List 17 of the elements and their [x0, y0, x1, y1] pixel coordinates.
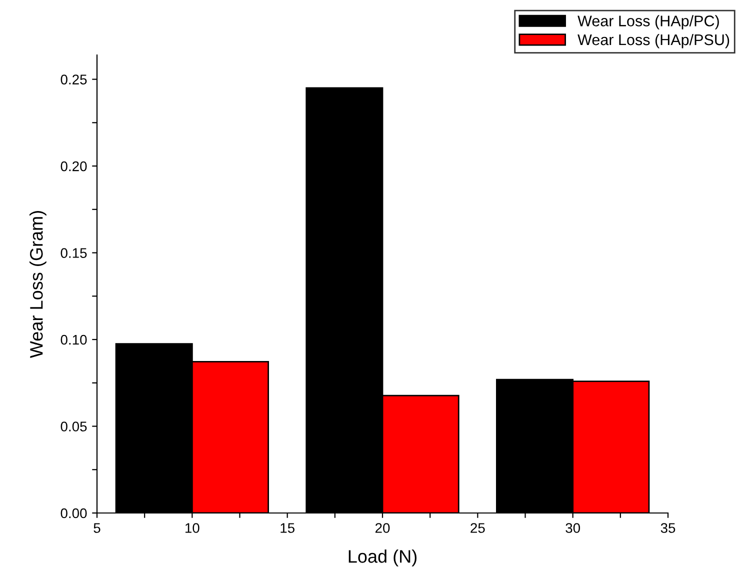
y-tick-label: 0.00 — [60, 508, 87, 518]
x-tick-label: 15 — [280, 523, 294, 533]
y-tick-label: 0.10 — [60, 334, 87, 345]
x-tick-label: 30 — [566, 523, 580, 533]
x-tick-label: 20 — [375, 523, 390, 533]
y-tick-label: 0.20 — [60, 161, 87, 172]
x-tick-label: 5 — [94, 523, 100, 533]
x-tick-label: 10 — [186, 523, 200, 533]
x-tick-label: 25 — [470, 523, 485, 533]
y-axis-title: Wear Loss (Gram) — [30, 211, 46, 358]
y-tick-label: 0.15 — [60, 248, 87, 258]
x-axis-title: Load (N) — [348, 550, 417, 566]
y-tick-label: 0.05 — [60, 422, 87, 432]
y-tick-label: 0.25 — [60, 74, 87, 84]
x-tick-label: 35 — [660, 523, 676, 533]
legend-label: Wear Loss (HAp/PSU) — [578, 34, 730, 48]
legend-label: Wear Loss (HAp/PC) — [578, 15, 719, 30]
